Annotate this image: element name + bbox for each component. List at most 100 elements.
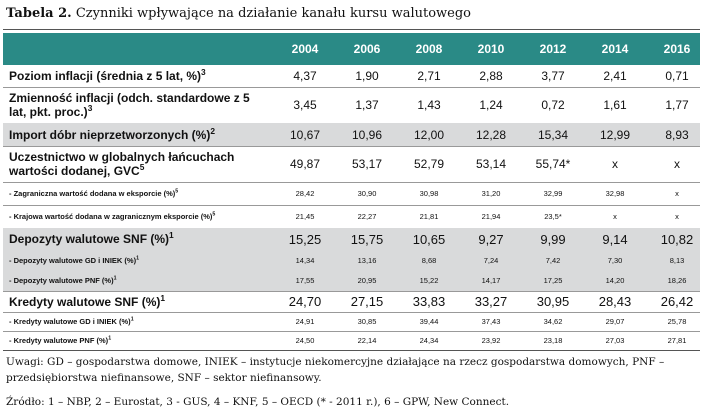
table-cell: 21,81 [419, 212, 439, 221]
row-label-text: Kredyty walutowe SNF (%) [9, 294, 161, 309]
table-cell: 0,72 [541, 98, 565, 112]
year-header: 2004 [291, 42, 319, 56]
year-header: 2014 [601, 42, 629, 56]
table-cell: 37,43 [481, 317, 501, 326]
table-cell: 30,95 [536, 294, 570, 309]
table-cell: x [675, 189, 679, 198]
row-label: Poziom inflacji (średnia z 5 lat, %)3 [9, 65, 259, 87]
table-cell: 15,75 [350, 231, 384, 247]
table-cell: 23,18 [543, 336, 563, 345]
row-label-footnote: 5 [175, 188, 179, 195]
table-cell: 55,74* [535, 157, 571, 171]
row-label-footnote: 3 [87, 103, 93, 113]
table-source: Źródło: 1 – NBP, 2 – Eurostat, 3 - GUS, … [6, 396, 510, 408]
table-cell: 33,83 [412, 294, 446, 309]
table-cell: 1,43 [417, 98, 441, 112]
table-cell: 30,98 [419, 189, 439, 198]
table-cell: 2,71 [417, 69, 441, 83]
row-label-footnote: 1 [130, 316, 134, 323]
table-cell: 14,17 [481, 276, 501, 285]
table-cell: 24,34 [419, 336, 439, 345]
row-label-footnote: 1 [136, 255, 140, 261]
row-label-text: - Depozyty walutowe PNF (%) [9, 276, 114, 285]
row-label-footnote: 3 [201, 67, 206, 77]
table-cell: 0,71 [665, 69, 689, 83]
row-label: Import dóbr nieprzetworzonych (%)2 [9, 123, 259, 146]
year-header: 2016 [663, 42, 691, 56]
row-label-footnote: 2 [210, 125, 216, 136]
table-cell: 9,14 [602, 231, 628, 247]
row-label-text: Poziom inflacji (średnia z 5 lat, %) [9, 69, 202, 83]
row-divider [3, 312, 700, 313]
row-label: Kredyty walutowe SNF (%)1 [9, 291, 259, 312]
table-row: Poziom inflacji (średnia z 5 lat, %)3 4,3… [3, 65, 700, 87]
row-divider [3, 87, 700, 88]
table-cell: 27,03 [605, 336, 625, 345]
row-label: Zmienność inflacji (odch. standardowe z … [9, 87, 259, 123]
table-title-label: Tabela 2. [6, 6, 72, 21]
table-cell: 21,94 [481, 212, 501, 221]
table-cell: 53,14 [475, 157, 507, 171]
table-cell: 12,28 [475, 127, 507, 142]
table-row: Uczestnictwo w globalnych łańcuchach war… [3, 146, 700, 182]
bottom-rule [3, 350, 700, 351]
table-cell: 17,55 [295, 276, 315, 285]
table-cell: 14,34 [295, 255, 315, 265]
row-label: - Depozyty walutowe GD i INIEK (%)1 [9, 250, 269, 270]
row-label: Depozyty walutowe SNF (%)1 [9, 228, 259, 250]
table-cell: 53,17 [351, 157, 383, 171]
row-label-text: - Depozyty walutowe GD i INIEK (%) [9, 255, 137, 265]
row-label-footnote: 1 [108, 335, 112, 342]
table-cell: 32,99 [543, 189, 563, 198]
table-cell: 8,13 [669, 255, 685, 265]
row-label-footnote: 1 [113, 275, 117, 282]
table-cell: 9,27 [478, 231, 504, 247]
table-cell: 7,30 [607, 255, 623, 265]
table-row: - Depozyty walutowe PNF (%)1 17,55 20,95 15… [3, 270, 700, 291]
table-cell: 23,92 [481, 336, 501, 345]
row-label-text: - Krajowa wartość dodana w zagranicznym … [9, 212, 213, 221]
year-header: 2008 [415, 42, 443, 56]
table-cell: 33,27 [474, 294, 508, 309]
table-cell: 52,79 [413, 157, 445, 171]
table-cell: 10,65 [412, 231, 446, 247]
row-divider [3, 291, 700, 292]
year-header: 2010 [477, 42, 505, 56]
table-row: Depozyty walutowe SNF (%)1 15,25 15,75 10,6… [3, 228, 700, 250]
table-cell: 24,70 [288, 294, 322, 309]
table-row: - Depozyty walutowe GD i INIEK (%)1 14,34… [3, 250, 700, 270]
table-cell: 13,16 [357, 255, 377, 265]
table-cell: 31,20 [481, 189, 501, 198]
table-cell: 34,62 [543, 317, 563, 326]
table-cell: 10,96 [351, 127, 383, 142]
table-cell: 14,20 [605, 276, 625, 285]
table-cell: 8,68 [421, 255, 437, 265]
table-row: - Zagraniczna wartość dodana w eksporcie… [3, 182, 700, 205]
table-cell: 2,88 [479, 69, 503, 83]
table-row: Zmienność inflacji (odch. standardowe z … [3, 87, 700, 123]
table-title: Tabela 2. Czynniki wpływające na działan… [6, 6, 696, 21]
table-cell: 3,77 [541, 69, 565, 83]
table-cell: 30,90 [357, 189, 377, 198]
table-row: - Kredyty walutowe GD i INIEK (%)1 24,91 3… [3, 312, 700, 331]
table-cell: 1,61 [603, 98, 627, 112]
row-label-footnote: 1 [160, 292, 166, 303]
table-cell: 1,24 [479, 98, 503, 112]
row-label-footnote: 1 [169, 230, 174, 240]
table-row: Import dóbr nieprzetworzonych (%)2 10,67 1… [3, 123, 700, 146]
table-cell: 2,41 [603, 69, 627, 83]
row-label-text: Import dóbr nieprzetworzonych (%) [9, 127, 211, 142]
table-cell: 29,07 [605, 317, 625, 326]
row-divider [3, 182, 700, 183]
table-cell: 27,15 [350, 294, 384, 309]
table-notes: Uwagi: GD – gospodarstwa domowe, INIEK –… [6, 356, 665, 384]
table-cell: 8,93 [665, 127, 689, 142]
table-cell: 15,25 [288, 231, 322, 247]
table-cell: 4,37 [293, 69, 317, 83]
table-cell: 10,82 [660, 231, 694, 247]
row-label-text: - Kredyty walutowe GD i INIEK (%) [9, 317, 131, 326]
table-header: 2004 2006 2008 2010 2012 2014 2016 [3, 33, 700, 65]
table-title-text: Czynniki wpływające na działanie kanału … [75, 6, 472, 21]
row-divider [3, 205, 700, 206]
